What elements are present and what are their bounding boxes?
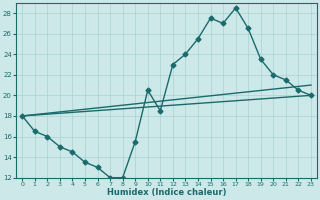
X-axis label: Humidex (Indice chaleur): Humidex (Indice chaleur) [107, 188, 226, 197]
